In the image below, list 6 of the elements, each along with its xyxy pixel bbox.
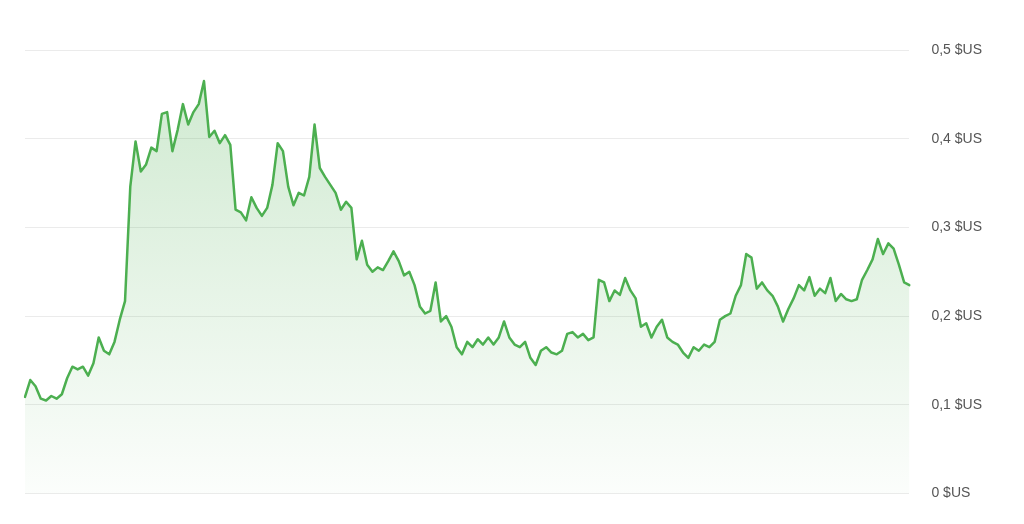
y-tick-label: 0 $US (931, 484, 971, 501)
y-tick-label: 0,5 $US (931, 40, 983, 57)
y-tick-label: 0,2 $US (931, 307, 983, 324)
y-tick-label: 0,1 $US (931, 395, 983, 412)
y-tick-label: 0,4 $US (931, 129, 983, 146)
y-tick-label: 0,3 $US (931, 218, 983, 235)
